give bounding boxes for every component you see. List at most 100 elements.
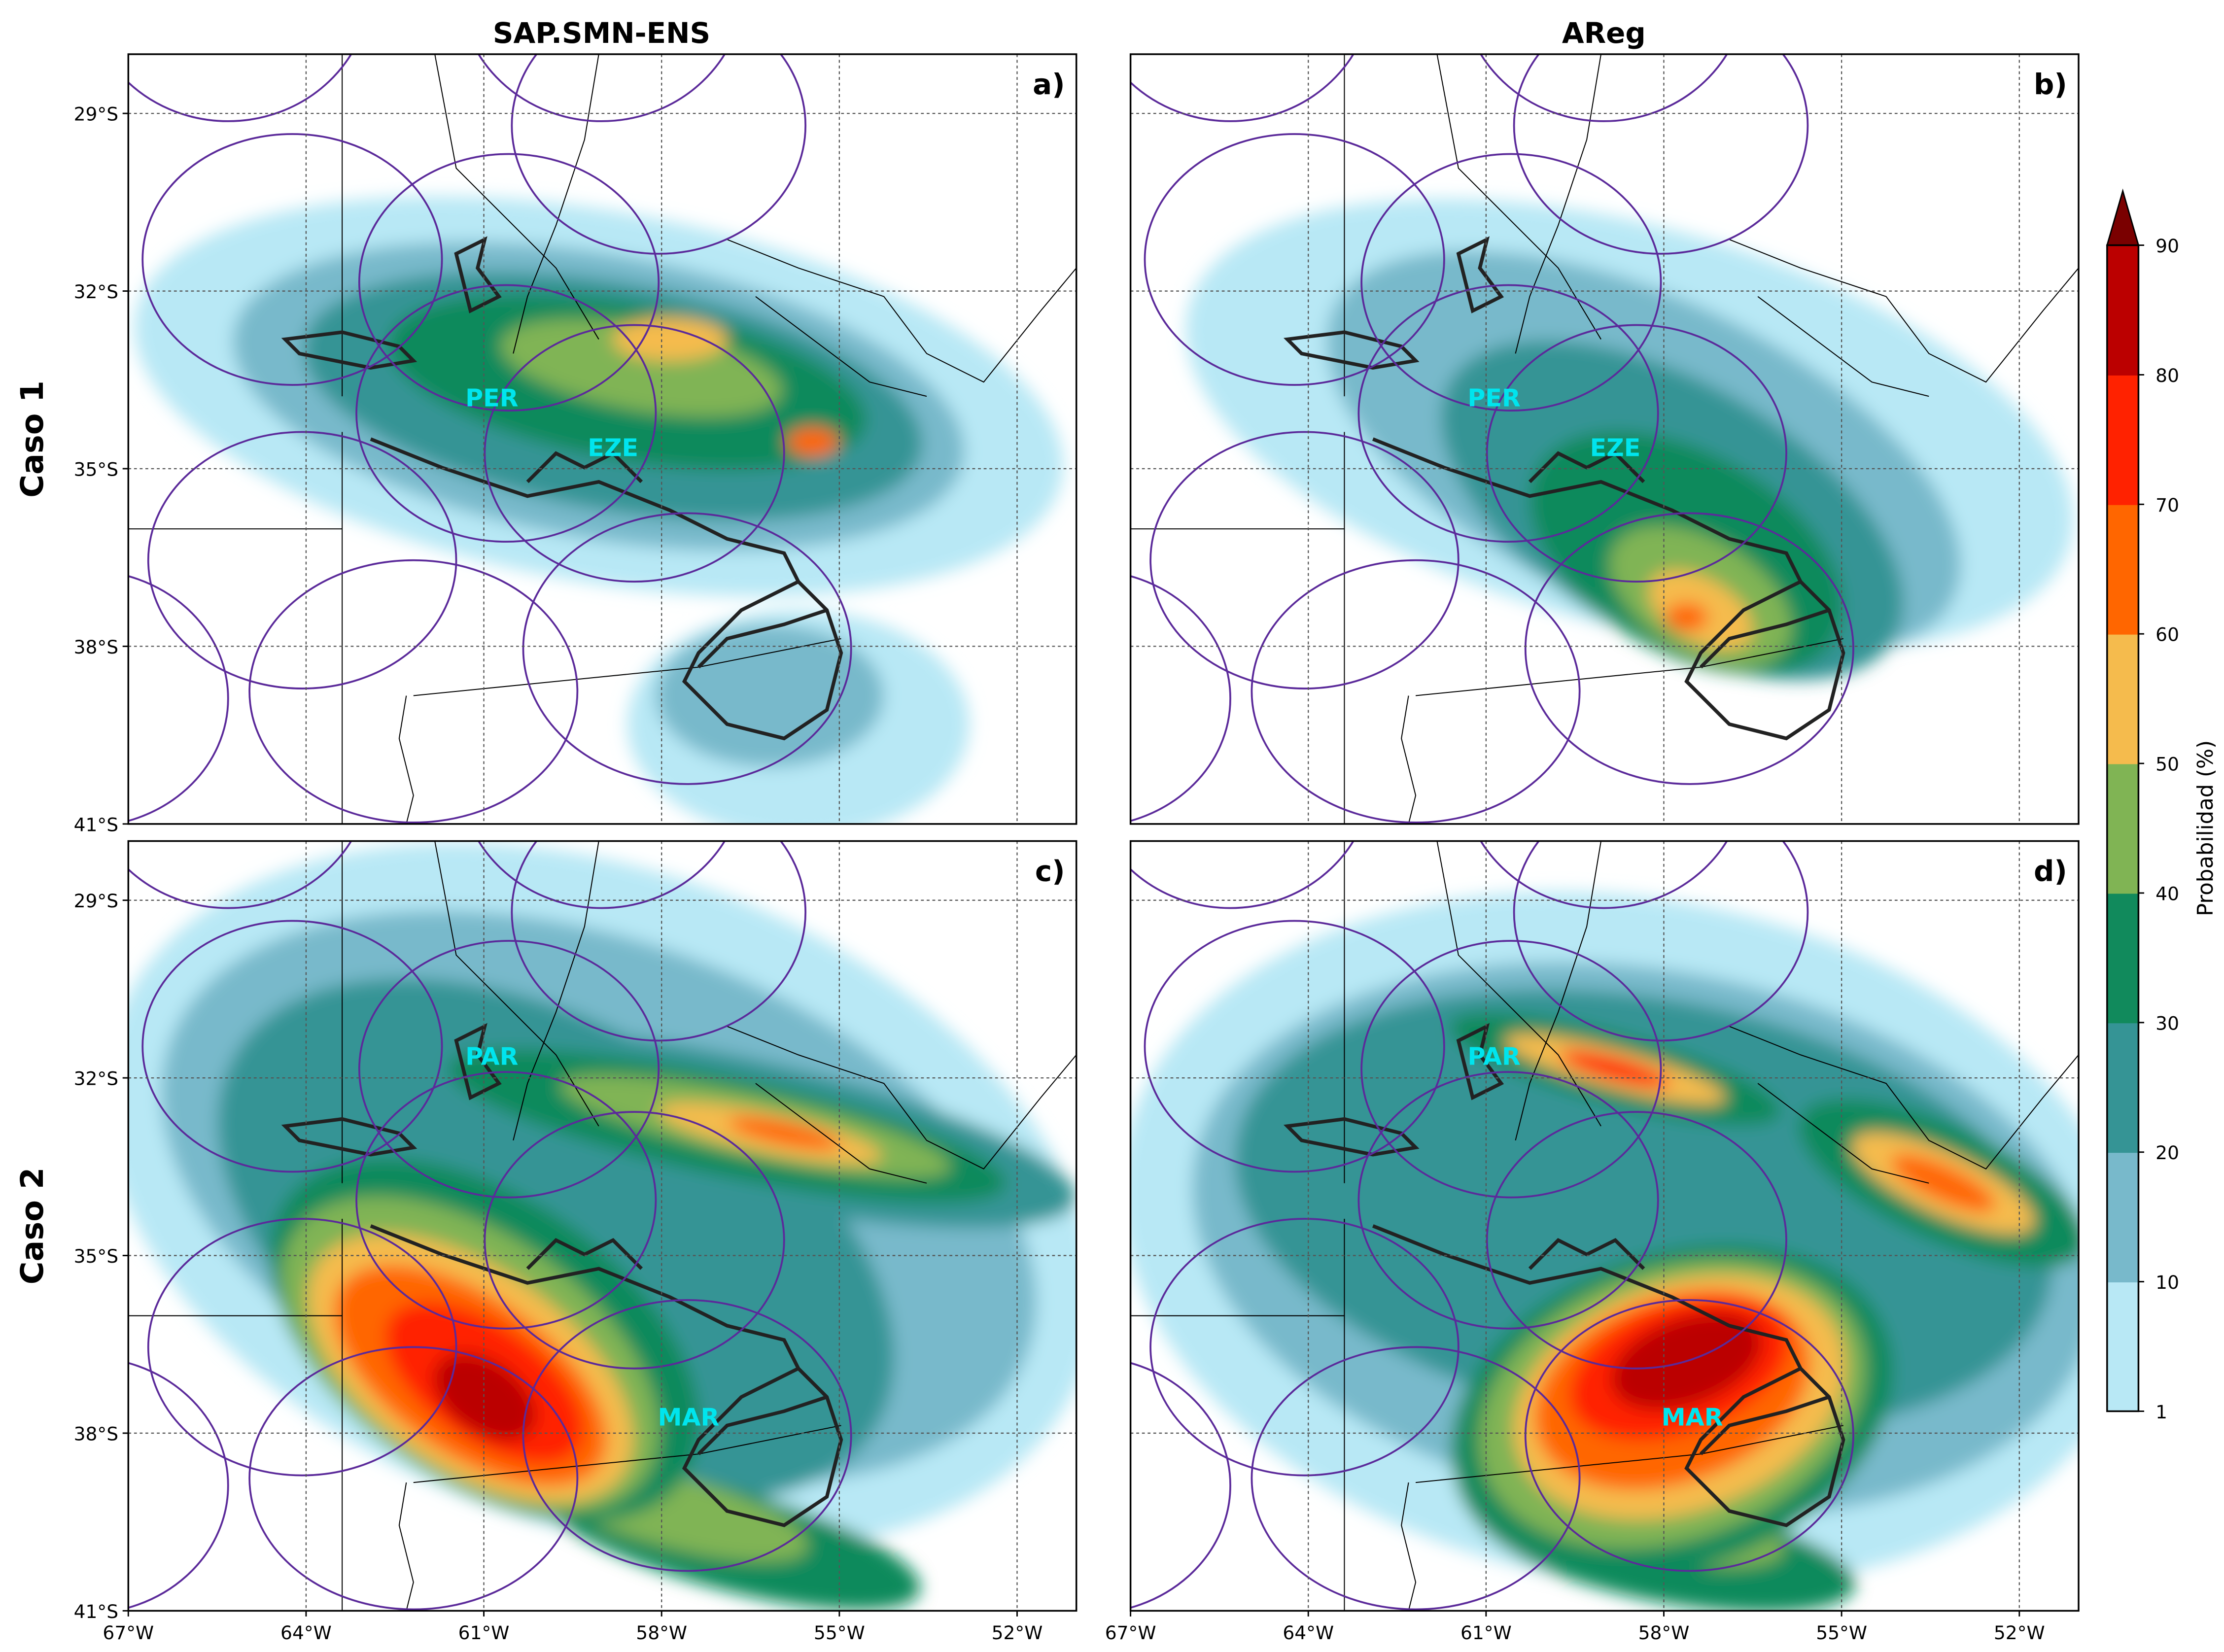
radar-range-circle xyxy=(355,1071,657,1330)
probability-field xyxy=(1130,892,2079,1611)
y-tick-label: 41°S xyxy=(74,814,119,835)
column-title-areg: AReg xyxy=(1562,16,1646,50)
contour-line xyxy=(1528,451,1645,483)
probability-region xyxy=(1891,1154,1996,1212)
probability-region xyxy=(787,427,838,456)
station-label-eze: EZE xyxy=(588,434,638,462)
x-tick-label: 64°W xyxy=(280,1622,332,1644)
station-label-mar: MAR xyxy=(1662,1403,1723,1431)
border-line xyxy=(413,1425,841,1483)
border-line xyxy=(755,296,927,397)
y-tick-label: 38°S xyxy=(74,1423,119,1445)
radar-range-circle xyxy=(522,1299,852,1572)
border-line xyxy=(1415,638,1843,696)
x-tick-label: 64°W xyxy=(1283,1622,1334,1644)
contour-line xyxy=(526,1238,643,1270)
map-panel-d: PAR MAR d) 67°W 64°W 61°W 58°W 55°W 52°W xyxy=(1105,840,2080,1644)
border-line xyxy=(1515,54,1602,354)
radar-range-circle xyxy=(1524,512,1854,785)
y-tick-label: 35°S xyxy=(74,1245,119,1267)
contour-line xyxy=(281,330,417,370)
x-tick-label: 61°W xyxy=(458,1622,510,1644)
panel-frame xyxy=(1129,840,2080,1612)
colorbar-tick-label: 30 xyxy=(2155,1012,2179,1034)
map-panel-a: PER EZE a) 29°S 32°S 35°S 38°S 41°S xyxy=(74,53,1077,835)
border-line xyxy=(434,841,599,1127)
radar-range-circle xyxy=(1130,1362,1231,1609)
radar-range-circle xyxy=(1360,940,1662,1199)
radar-range-circle xyxy=(1513,54,1809,255)
radar-range-circle xyxy=(477,54,726,122)
colorbar-tick-label: 10 xyxy=(2155,1272,2179,1293)
probability-region xyxy=(1560,1050,1670,1088)
probability-region xyxy=(728,1117,840,1150)
panel-frame xyxy=(127,840,1077,1612)
contour-line xyxy=(1528,1238,1645,1270)
y-tick-label: 29°S xyxy=(74,103,119,125)
border-line xyxy=(1729,239,2079,383)
contour-line xyxy=(1456,1023,1504,1101)
contour-line xyxy=(697,608,828,669)
colorbar-tick-label: 50 xyxy=(2155,754,2179,775)
border-line xyxy=(727,1026,1077,1170)
radar-range-circle xyxy=(1357,1071,1659,1330)
panel-frame xyxy=(127,53,1077,825)
radar-range-circle xyxy=(1524,1299,1854,1572)
y-tick-label: 38°S xyxy=(74,636,119,658)
colorbar: 1 10 20 30 40 50 60 70 80 90 xyxy=(2106,188,2179,1423)
colorbar-segment xyxy=(2107,893,2139,1024)
radar-range-circle xyxy=(511,54,806,255)
row-label-caso-2: Caso 2 xyxy=(14,1168,51,1285)
radar-range-circle xyxy=(141,920,443,1173)
radar-range-circle xyxy=(1144,133,1445,386)
radar-range-circle xyxy=(1130,841,1355,909)
radar-range-circle xyxy=(1130,575,1231,822)
contour-line xyxy=(370,1224,843,1527)
radar-range-circle xyxy=(1357,284,1659,543)
border-line xyxy=(398,1482,414,1611)
contour-line xyxy=(1283,330,1420,370)
radar-range-circle xyxy=(477,841,726,909)
contour-line xyxy=(697,1395,828,1455)
station-label-par: PAR xyxy=(465,1042,518,1071)
colorbar-tick-label: 1 xyxy=(2155,1401,2167,1423)
contour-line xyxy=(454,1023,502,1101)
probability-region xyxy=(656,624,884,767)
border-line xyxy=(1436,841,1601,1127)
border-line xyxy=(1401,1482,1417,1611)
contour-line xyxy=(526,451,643,483)
probability-region xyxy=(433,1353,536,1441)
radar-range-circle xyxy=(1149,1218,1460,1477)
x-tick-label: 52°W xyxy=(992,1622,1043,1644)
radar-range-circle xyxy=(128,841,352,909)
colorbar-segment xyxy=(2107,245,2139,376)
contour-line xyxy=(1456,236,1504,313)
radar-range-circle xyxy=(248,1346,579,1611)
radar-range-circle xyxy=(355,284,657,543)
colorbar-segment xyxy=(2107,375,2139,505)
panel-frame xyxy=(1129,53,2080,825)
contour-line xyxy=(1372,1224,1845,1527)
radar-range-circle xyxy=(248,559,579,824)
x-tick-label: 67°W xyxy=(103,1622,154,1644)
map-panel-b: PER EZE b) xyxy=(1129,53,2080,825)
radar-range-circle xyxy=(358,153,660,412)
radar-range-circle xyxy=(511,841,806,1042)
radar-range-circle xyxy=(358,940,660,1199)
radar-range-circle xyxy=(1144,920,1445,1173)
panel-label: c) xyxy=(1035,855,1065,888)
contour-line xyxy=(1699,1395,1830,1455)
radar-range-circle xyxy=(1251,559,1581,824)
colorbar-segment xyxy=(2107,634,2139,764)
radar-range-circle xyxy=(141,133,443,386)
panel-label: a) xyxy=(1033,68,1065,101)
colorbar-tick-label: 40 xyxy=(2155,883,2179,904)
x-tick-label: 58°W xyxy=(636,1622,687,1644)
radar-range-circle xyxy=(128,575,229,822)
station-label-eze: EZE xyxy=(1590,434,1641,462)
border-line xyxy=(727,239,1077,383)
border-line xyxy=(434,54,599,340)
contour-line xyxy=(1699,608,1830,669)
radar-range-circle xyxy=(147,431,457,689)
